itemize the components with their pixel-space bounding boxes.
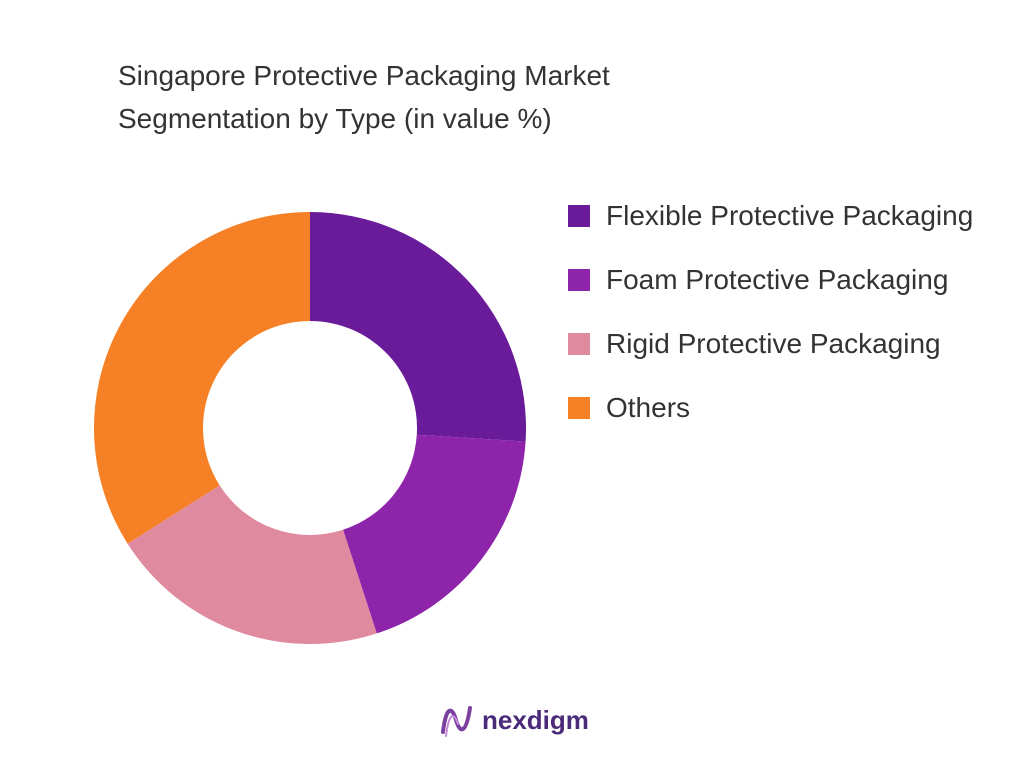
legend-swatch: [568, 333, 590, 355]
chart: [93, 212, 526, 644]
legend: Flexible Protective Packaging Foam Protec…: [568, 196, 1018, 428]
logo-icon: [441, 706, 472, 737]
legend-label: Others: [606, 392, 691, 423]
legend-swatch: [568, 269, 590, 291]
legend-item: Foam Protective Packaging: [568, 260, 1018, 300]
donut-slice: [343, 434, 526, 634]
legend-label: Flexible Protective Packaging: [606, 200, 974, 231]
legend-swatch: [568, 205, 590, 227]
legend-label: Rigid Protective Packaging: [606, 328, 941, 359]
chart-title: Singapore Protective Packaging Market Se…: [118, 60, 610, 134]
legend-item: Flexible Protective Packaging: [568, 196, 1018, 236]
donut-slice: [127, 485, 377, 644]
legend-item: Others: [568, 388, 1018, 428]
donut-slice: [93, 212, 310, 544]
legend-item: Rigid Protective Packaging: [568, 324, 1018, 364]
logo-text: nexdigm: [482, 704, 589, 735]
logo: nexdigm: [440, 702, 589, 738]
legend-label: Foam Protective Packaging: [606, 264, 949, 295]
donut-slice: [310, 212, 526, 442]
legend-swatch: [568, 397, 590, 419]
